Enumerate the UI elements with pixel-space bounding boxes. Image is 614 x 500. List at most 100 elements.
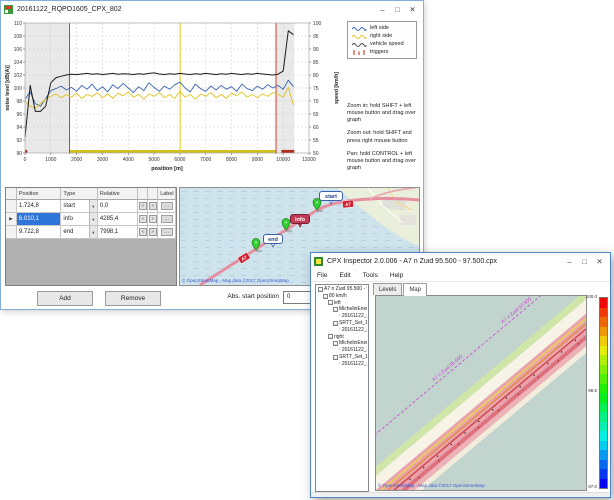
- tree-item[interactable]: – left: [317, 300, 367, 307]
- collapse-icon[interactable]: –: [318, 286, 323, 292]
- step-left-button[interactable]: <: [138, 202, 147, 210]
- tree-item-label: 20161122_RQPO1605_CPX: [341, 313, 367, 320]
- svg-text:speed [km/h]: speed [km/h]: [334, 72, 340, 104]
- label-ellipsis-button[interactable]: …: [160, 202, 173, 210]
- levels-map-panel[interactable]: A7 n Zuid 95.500 A7 n Zuid 97.500 © OpenSt…: [375, 295, 587, 491]
- menu-help[interactable]: Help: [389, 271, 404, 279]
- type-dropdown-icon[interactable]: ▼: [88, 226, 97, 238]
- step-left-button[interactable]: <: [138, 228, 147, 236]
- type-dropdown[interactable]: start ▼: [61, 200, 98, 213]
- status-bar: [311, 492, 610, 497]
- close-icon[interactable]: ✕: [409, 4, 416, 14]
- column-header[interactable]: Relative: [97, 188, 139, 200]
- wave-line-icon: [351, 26, 367, 31]
- svg-text:108: 108: [14, 34, 23, 40]
- collapse-icon[interactable]: –: [333, 354, 338, 360]
- tree-item[interactable]: └20161122_RQPO1605_CPX: [317, 361, 367, 368]
- table-row[interactable]: ▶ 6.010,1 info ▼ 4285,4 < >…: [6, 213, 176, 226]
- label-ellipsis-button[interactable]: …: [160, 215, 173, 223]
- collapse-icon[interactable]: –: [323, 293, 328, 299]
- row-selector[interactable]: ▶: [6, 213, 17, 226]
- collapse-icon[interactable]: –: [333, 320, 338, 326]
- tree-item[interactable]: –MichelinEnergy_Set_3_right: [317, 340, 367, 347]
- map-pin-icon[interactable]: [312, 198, 324, 213]
- svg-text:4000: 4000: [123, 157, 134, 163]
- tree-item[interactable]: └20161122_RQPO1605_CPX: [317, 327, 367, 334]
- map-label-start[interactable]: start: [319, 191, 343, 205]
- menu-edit[interactable]: Edit: [339, 271, 351, 279]
- minimize-icon[interactable]: –: [567, 256, 572, 266]
- collapse-icon[interactable]: –: [328, 300, 333, 306]
- minimize-icon[interactable]: –: [380, 4, 385, 14]
- relative-cell[interactable]: 7998,1: [97, 226, 139, 239]
- tree-item[interactable]: –A7 n Zuid 95.500 - 97.500: [317, 286, 367, 293]
- column-header[interactable]: [148, 188, 159, 200]
- close-icon[interactable]: ✕: [596, 256, 603, 266]
- shaded-zones: [25, 23, 295, 153]
- svg-text:end: end: [268, 237, 278, 243]
- add-button[interactable]: Add: [37, 291, 93, 306]
- map-label-end[interactable]: end: [263, 234, 283, 248]
- tree-item[interactable]: –MichelinEnergy_Set_3_left: [317, 306, 367, 313]
- menu-file[interactable]: File: [317, 271, 328, 279]
- tab-levels[interactable]: Levels: [373, 283, 403, 295]
- abs-start-position-value[interactable]: 0: [287, 294, 291, 300]
- svg-text:8000: 8000: [226, 157, 237, 163]
- type-dropdown[interactable]: info ▼: [61, 213, 98, 226]
- svg-text:95: 95: [313, 34, 319, 40]
- collapse-icon[interactable]: –: [333, 341, 338, 347]
- chart-legend: left side right side vehicle speed triggers: [347, 21, 417, 59]
- map-label-info[interactable]: info: [290, 214, 310, 228]
- type-dropdown[interactable]: end ▼: [61, 226, 98, 239]
- menu-tools[interactable]: Tools: [362, 271, 378, 279]
- remove-button[interactable]: Remove: [105, 291, 161, 306]
- tree-item[interactable]: –SRTT_Set_14_right: [317, 354, 367, 361]
- maximize-icon[interactable]: □: [395, 4, 400, 14]
- noise-level-chart[interactable]: 90 92 94 96 98 100 102 104 106 108 110 50 55 60 65 70 75…: [1, 18, 345, 188]
- tree-item[interactable]: └20161122_RQPO1605_CPX: [317, 313, 367, 320]
- column-header[interactable]: Type: [61, 188, 98, 200]
- tree-item[interactable]: –SRTT_Set_14_left: [317, 320, 367, 327]
- type-dropdown-icon[interactable]: ▼: [88, 213, 97, 225]
- map-pin-icon[interactable]: [281, 218, 293, 233]
- row-selector[interactable]: [6, 200, 17, 213]
- column-header[interactable]: Label: [158, 188, 176, 200]
- column-header[interactable]: Position: [16, 188, 62, 200]
- collapse-icon[interactable]: –: [333, 307, 338, 313]
- label-ellipsis-button[interactable]: …: [160, 228, 173, 236]
- table-row[interactable]: 9.722,8 end ▼ 7998,1 < >…: [6, 226, 176, 239]
- measurement-tree[interactable]: –A7 n Zuid 95.500 - 97.500–80 km/h–left–…: [315, 284, 369, 492]
- tree-item[interactable]: –80 km/h: [317, 293, 367, 300]
- triggers-table[interactable]: Position Type Relative Label 1.724,8 start ▼ 0,…: [5, 187, 177, 286]
- step-right-button[interactable]: >: [148, 228, 157, 236]
- step-left-button[interactable]: <: [138, 215, 147, 223]
- main-titlebar[interactable]: 20161122_RQPO1605_CPX_802 – □ ✕: [1, 1, 423, 17]
- step-right-button[interactable]: >: [148, 215, 157, 223]
- column-header[interactable]: [138, 188, 149, 200]
- maximize-icon[interactable]: □: [582, 256, 587, 266]
- svg-text:A7: A7: [345, 201, 352, 207]
- column-header[interactable]: [6, 188, 17, 200]
- table-header: Position Type Relative Label: [6, 188, 176, 200]
- position-cell[interactable]: 1.724,8: [16, 200, 62, 213]
- svg-text:110: 110: [14, 21, 22, 27]
- nav-cell: >: [148, 226, 159, 239]
- type-dropdown-icon[interactable]: ▼: [88, 200, 97, 212]
- tab-map[interactable]: Map: [403, 283, 428, 296]
- tree-item-label: 20161122_RQPO1605_CPX: [341, 360, 367, 367]
- tree-item[interactable]: └20161122_RQPO1605_CPX: [317, 347, 367, 354]
- position-cell[interactable]: 6.010,1: [16, 213, 62, 226]
- relative-cell[interactable]: 4285,4: [97, 213, 139, 226]
- inspector-titlebar[interactable]: CPX Inspector 2.0.006 - A7 n Zuid 95.500…: [311, 253, 610, 269]
- relative-cell[interactable]: 0,0: [97, 200, 139, 213]
- step-right-button[interactable]: >: [148, 202, 157, 210]
- table-row[interactable]: 1.724,8 start ▼ 0,0 < >…: [6, 200, 176, 213]
- position-cell[interactable]: 9.722,8: [16, 226, 62, 239]
- svg-text:102: 102: [14, 73, 23, 79]
- tree-item[interactable]: – right: [317, 334, 367, 341]
- map-pin-icon[interactable]: [251, 238, 263, 253]
- collapse-icon[interactable]: –: [328, 334, 333, 340]
- row-selector[interactable]: [6, 226, 17, 239]
- cpx-inspector-window: CPX Inspector 2.0.006 - A7 n Zuid 95.500…: [310, 252, 611, 498]
- road-a7: [199, 196, 419, 285]
